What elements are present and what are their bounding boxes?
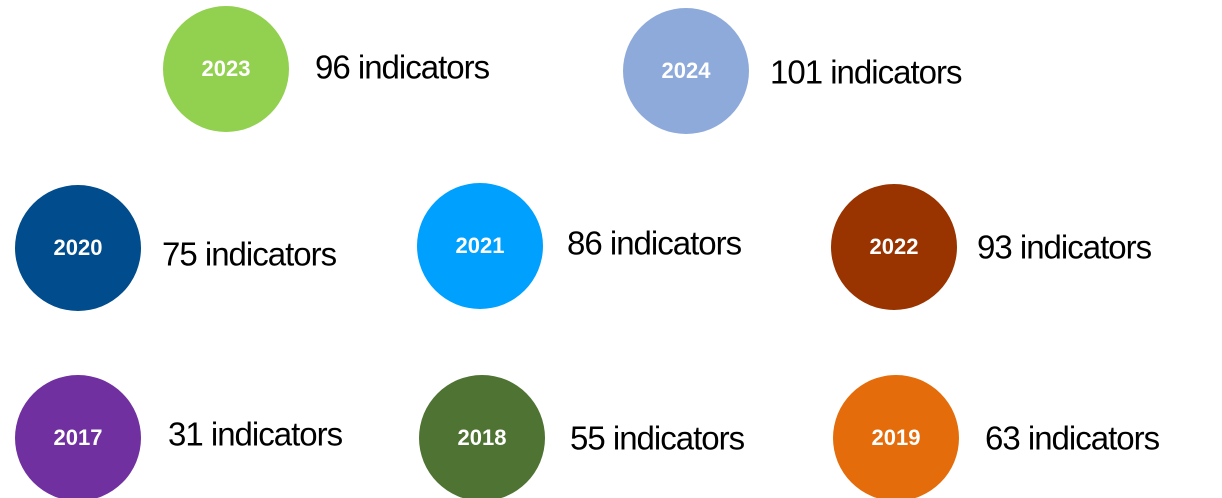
indicator-count: 55 indicators — [570, 420, 745, 457]
indicator-count: 31 indicators — [168, 416, 343, 453]
year-label: 2019 — [872, 425, 921, 450]
year-badge — [623, 8, 749, 134]
indicator-count: 101 indicators — [770, 54, 962, 91]
year-badge — [15, 375, 141, 498]
year-label: 2023 — [202, 56, 251, 81]
indicator-count: 75 indicators — [162, 236, 337, 273]
year-label: 2022 — [870, 234, 919, 259]
year-label: 2017 — [54, 425, 103, 450]
year-label: 2018 — [458, 425, 507, 450]
year-badge — [419, 375, 545, 498]
year-label: 2024 — [662, 58, 712, 83]
year-badge — [163, 6, 289, 132]
year-badge — [417, 183, 543, 309]
year-badge — [833, 375, 959, 498]
year-badge — [15, 185, 141, 311]
indicator-count: 93 indicators — [977, 229, 1152, 266]
indicator-count: 63 indicators — [985, 420, 1160, 457]
year-label: 2021 — [456, 233, 505, 258]
indicator-count: 96 indicators — [315, 49, 490, 86]
indicator-count: 86 indicators — [567, 225, 742, 262]
year-badge — [831, 184, 957, 310]
year-label: 2020 — [54, 235, 103, 260]
